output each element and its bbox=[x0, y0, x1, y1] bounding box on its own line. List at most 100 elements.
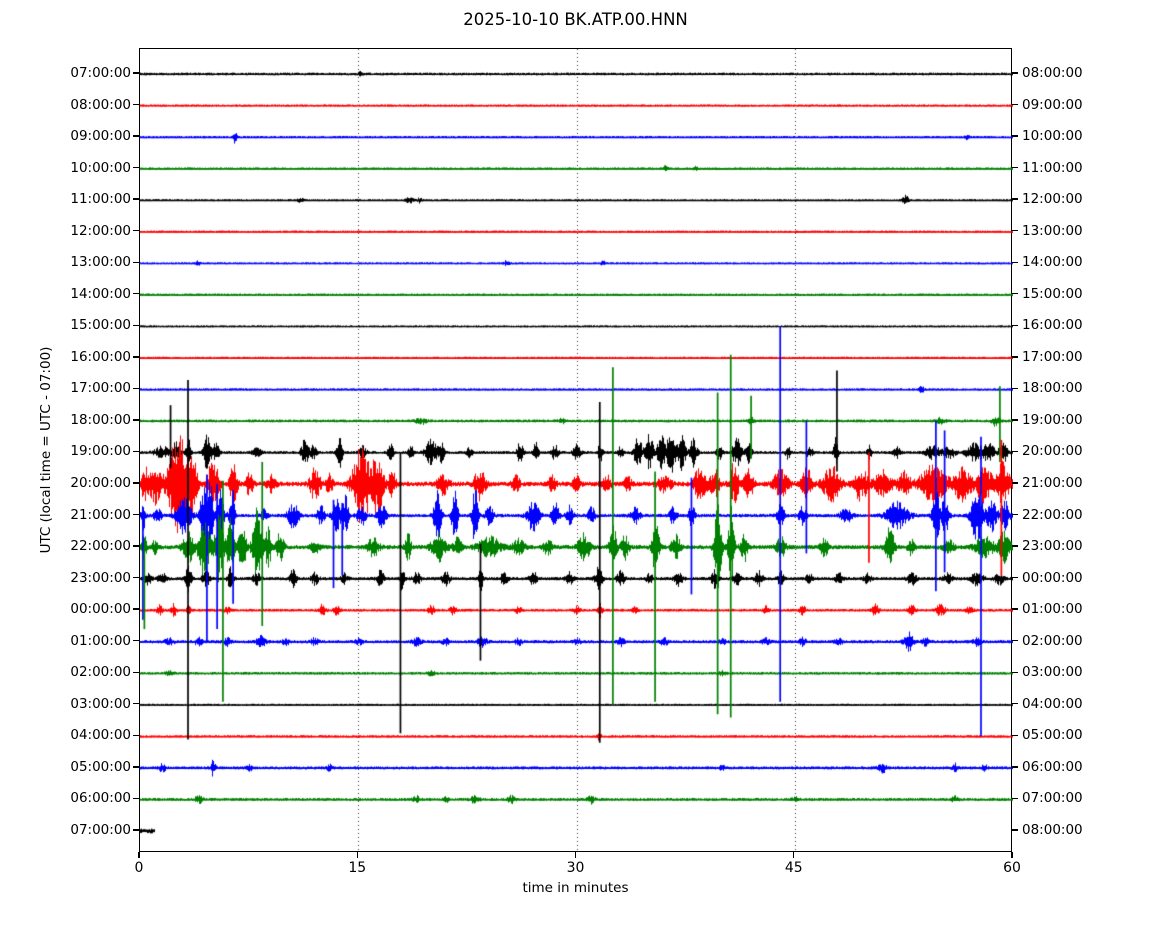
left-tick-mark bbox=[133, 734, 139, 737]
right-tick-mark bbox=[1012, 576, 1018, 579]
left-tick-mark bbox=[133, 513, 139, 516]
left-tick-mark bbox=[133, 356, 139, 358]
right-tick-mark bbox=[1012, 545, 1018, 547]
left-time-label: 11:00:00 bbox=[70, 191, 131, 208]
left-tick-mark bbox=[133, 166, 139, 169]
right-time-label: 01:00:00 bbox=[1022, 601, 1083, 618]
left-time-label: 17:00:00 bbox=[70, 380, 131, 397]
left-tick-mark bbox=[133, 608, 139, 610]
right-time-label: 12:00:00 bbox=[1022, 191, 1083, 208]
right-time-label: 23:00:00 bbox=[1022, 538, 1083, 555]
right-time-label: 18:00:00 bbox=[1022, 380, 1083, 397]
left-time-label: 23:00:00 bbox=[70, 569, 131, 586]
plot-title: 2025-10-10 BK.ATP.00.HNN bbox=[463, 10, 688, 29]
left-time-label: 12:00:00 bbox=[70, 222, 131, 239]
right-time-label: 20:00:00 bbox=[1022, 443, 1083, 460]
left-tick-mark bbox=[133, 766, 139, 768]
right-time-label: 19:00:00 bbox=[1022, 411, 1083, 428]
x-tick-label: 60 bbox=[1003, 860, 1021, 876]
x-tick-label: 30 bbox=[566, 860, 585, 876]
right-tick-mark bbox=[1012, 293, 1018, 295]
right-tick-mark bbox=[1012, 734, 1018, 737]
right-tick-mark bbox=[1012, 703, 1018, 705]
right-tick-mark bbox=[1012, 482, 1018, 484]
left-time-label: 16:00:00 bbox=[70, 348, 131, 365]
left-tick-mark bbox=[133, 230, 139, 232]
left-tick-mark bbox=[133, 450, 139, 453]
left-tick-mark bbox=[133, 387, 139, 390]
x-tick-mark bbox=[574, 852, 577, 858]
left-time-label: 22:00:00 bbox=[70, 538, 131, 555]
right-time-label: 16:00:00 bbox=[1022, 317, 1083, 334]
left-time-label: 19:00:00 bbox=[70, 443, 131, 460]
right-tick-mark bbox=[1012, 829, 1018, 831]
right-tick-mark bbox=[1012, 608, 1018, 610]
left-time-label: 08:00:00 bbox=[70, 96, 131, 113]
left-time-label: 05:00:00 bbox=[70, 758, 131, 775]
left-time-label: 14:00:00 bbox=[70, 285, 131, 302]
x-axis-label: time in minutes bbox=[522, 880, 629, 896]
left-time-label: 06:00:00 bbox=[70, 790, 131, 807]
right-tick-mark bbox=[1012, 766, 1018, 768]
right-tick-mark bbox=[1012, 230, 1018, 232]
right-time-label: 22:00:00 bbox=[1022, 506, 1083, 523]
left-time-label: 21:00:00 bbox=[70, 506, 131, 523]
left-tick-mark bbox=[133, 419, 139, 421]
right-tick-mark bbox=[1012, 261, 1018, 263]
left-tick-mark bbox=[133, 103, 139, 106]
left-time-label: 09:00:00 bbox=[70, 128, 131, 145]
left-tick-mark bbox=[133, 671, 139, 673]
left-time-label: 18:00:00 bbox=[70, 411, 131, 428]
right-time-label: 08:00:00 bbox=[1022, 65, 1083, 81]
left-tick-mark bbox=[133, 72, 139, 74]
left-tick-mark bbox=[133, 261, 139, 263]
right-time-label: 17:00:00 bbox=[1022, 348, 1083, 365]
x-tick-label: 15 bbox=[348, 860, 367, 876]
right-time-label: 03:00:00 bbox=[1022, 664, 1083, 681]
right-time-label: 00:00:00 bbox=[1022, 569, 1083, 586]
right-tick-mark bbox=[1012, 198, 1018, 200]
left-tick-mark bbox=[133, 135, 139, 137]
right-time-label: 04:00:00 bbox=[1022, 695, 1083, 712]
x-tick-label: 45 bbox=[784, 860, 803, 876]
right-tick-mark bbox=[1012, 72, 1018, 74]
left-time-label: 07:00:00 bbox=[70, 65, 131, 81]
right-time-label: 09:00:00 bbox=[1022, 96, 1083, 113]
right-tick-mark bbox=[1012, 450, 1018, 453]
right-time-label: 11:00:00 bbox=[1022, 159, 1083, 176]
x-tick-mark bbox=[138, 852, 140, 858]
right-tick-mark bbox=[1012, 640, 1018, 642]
x-tick-mark bbox=[793, 852, 795, 858]
left-tick-mark bbox=[133, 640, 139, 642]
left-time-label: 01:00:00 bbox=[70, 632, 131, 649]
left-tick-mark bbox=[133, 324, 139, 326]
left-tick-mark bbox=[133, 703, 139, 705]
right-time-label: 06:00:00 bbox=[1022, 758, 1083, 775]
x-tick-mark bbox=[356, 852, 358, 858]
left-time-label: 13:00:00 bbox=[70, 254, 131, 271]
left-tick-mark bbox=[133, 545, 139, 547]
seismogram-traces-canvas bbox=[140, 49, 1013, 853]
right-tick-mark bbox=[1012, 324, 1018, 326]
left-time-label: 15:00:00 bbox=[70, 317, 131, 334]
right-time-label: 07:00:00 bbox=[1022, 790, 1083, 807]
right-tick-mark bbox=[1012, 387, 1018, 390]
right-time-label: 10:00:00 bbox=[1022, 128, 1083, 145]
right-tick-mark bbox=[1012, 419, 1018, 421]
left-tick-mark bbox=[133, 829, 139, 831]
right-tick-mark bbox=[1012, 671, 1018, 673]
left-tick-mark bbox=[133, 293, 139, 295]
left-tick-mark bbox=[133, 482, 139, 484]
right-tick-mark bbox=[1012, 513, 1018, 516]
right-time-label: 05:00:00 bbox=[1022, 727, 1083, 744]
right-time-label: 21:00:00 bbox=[1022, 475, 1083, 492]
right-tick-mark bbox=[1012, 356, 1018, 358]
right-tick-mark bbox=[1012, 166, 1018, 169]
right-tick-mark bbox=[1012, 103, 1018, 106]
left-time-label: 03:00:00 bbox=[70, 695, 131, 712]
right-tick-mark bbox=[1012, 135, 1018, 137]
left-time-label: 04:00:00 bbox=[70, 727, 131, 744]
right-tick-mark bbox=[1012, 797, 1018, 800]
right-time-label: 08:00:00 bbox=[1022, 821, 1083, 838]
